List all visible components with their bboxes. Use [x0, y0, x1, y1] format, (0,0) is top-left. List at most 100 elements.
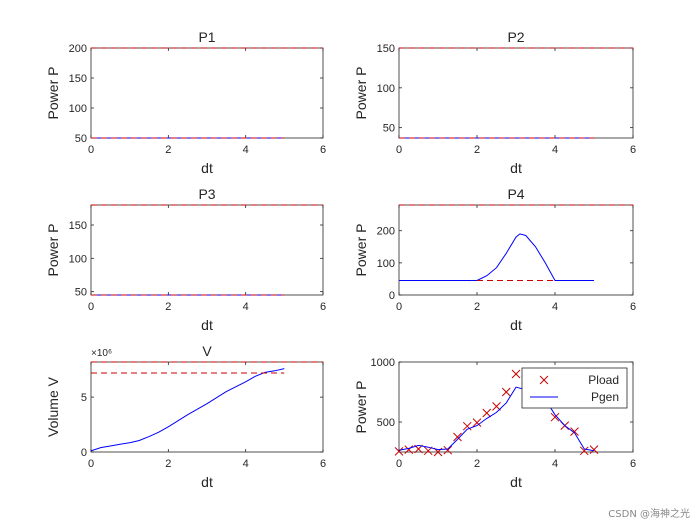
y-tick-label: 50	[75, 133, 87, 145]
x-tick-label: 4	[243, 301, 249, 313]
y-tick-label: 150	[69, 73, 87, 85]
marker-pload	[570, 427, 579, 436]
y-axis-label: Power P	[353, 381, 369, 434]
x-tick-label: 6	[630, 144, 636, 156]
x-tick-label: 0	[396, 301, 402, 313]
x-axis-label: dt	[201, 160, 213, 176]
marker-pload	[462, 421, 472, 431]
axes-box	[90, 361, 324, 453]
marker-stroke	[579, 446, 589, 456]
marker-pload	[404, 445, 414, 454]
marker-stroke	[443, 445, 453, 455]
marker-stroke	[492, 402, 501, 411]
marker-stroke	[482, 408, 492, 418]
x-axis-label: dt	[510, 474, 522, 490]
subplot-title: V	[202, 343, 212, 359]
y-axis-label: Power P	[45, 224, 61, 277]
legend-box	[521, 367, 628, 409]
marker-stroke	[453, 432, 462, 442]
x-tick-label: 2	[165, 144, 171, 156]
y-tick-label: 200	[377, 226, 395, 238]
marker-stroke	[472, 418, 482, 427]
y-tick-label: 100	[69, 253, 87, 265]
y-tick-label: 100	[377, 83, 395, 95]
x-tick-label: 4	[243, 144, 249, 156]
x-tick-label: 2	[474, 301, 480, 313]
marker-stroke	[550, 412, 560, 422]
x-tick-label: 6	[320, 458, 326, 470]
marker-stroke	[589, 445, 599, 454]
marker-pload	[579, 446, 589, 456]
x-tick-label: 0	[396, 458, 402, 470]
subplot-title: P2	[507, 29, 524, 45]
x-axis-label: dt	[510, 160, 522, 176]
y-tick-label: 0	[81, 447, 87, 459]
marker-stroke	[511, 369, 521, 379]
x-tick-label: 2	[474, 144, 480, 156]
watermark: CSDN @海神之光	[608, 509, 690, 520]
marker-pload	[501, 387, 511, 397]
subplot-title: P4	[507, 186, 524, 202]
y-axis-label: Power P	[353, 67, 369, 120]
subplot-title: P1	[198, 29, 215, 45]
axes-box	[90, 204, 324, 296]
subplot-5: 0 2 4 6 0 5 ×10⁶ Vdt Volume V	[45, 343, 326, 490]
y-tick-label: 100	[69, 103, 87, 115]
x-tick-label: 4	[552, 144, 558, 156]
series-v	[90, 368, 285, 452]
marker-pload	[550, 412, 560, 422]
marker-pload	[443, 445, 453, 455]
axes-box	[90, 47, 324, 139]
x-axis-label: dt	[201, 474, 213, 490]
legend: Pload Pgen	[521, 367, 628, 409]
x-tick-label: 6	[320, 301, 326, 313]
y-tick-label: 200	[69, 43, 87, 55]
x-tick-label: 0	[88, 458, 94, 470]
x-tick-label: 2	[165, 301, 171, 313]
x-tick-label: 0	[396, 144, 402, 156]
marker-stroke	[570, 427, 579, 436]
subplot-1: 0 2 4 6 50 100 150 200 P1 dt Power P	[45, 29, 326, 176]
marker-pload	[492, 402, 501, 411]
x-axis-label: dt	[201, 317, 213, 333]
marker-stroke	[394, 447, 404, 456]
x-tick-label: 6	[630, 458, 636, 470]
y-axis-label: Volume V	[45, 376, 61, 437]
x-tick-label: 0	[88, 301, 94, 313]
y-tick-label: 100	[377, 258, 395, 270]
x-tick-label: 2	[165, 458, 171, 470]
legend-label-pgen: Pgen	[591, 390, 619, 404]
y-tick-label: 150	[377, 43, 395, 55]
y-tick-label: 0	[389, 290, 395, 302]
marker-pload	[589, 445, 599, 454]
marker-pload	[482, 408, 492, 418]
marker-pload	[511, 369, 521, 379]
legend-swatch-pload	[539, 375, 549, 385]
marker-pload	[472, 418, 482, 427]
marker-stroke	[404, 445, 414, 454]
marker-stroke	[462, 421, 472, 431]
series-pgen	[399, 233, 594, 281]
y-axis-label: Power P	[45, 67, 61, 120]
x-tick-label: 4	[552, 301, 558, 313]
series-pgen	[398, 386, 595, 452]
axes-box	[398, 204, 634, 296]
marker-stroke	[501, 387, 511, 397]
y-tick-label: 5	[81, 392, 87, 404]
y-axis-label: Power P	[353, 224, 369, 277]
marker-pload	[453, 432, 462, 442]
y-exponent-label: ×10⁶	[91, 348, 112, 359]
x-tick-label: 2	[474, 458, 480, 470]
x-tick-label: 6	[630, 301, 636, 313]
legend-label-pload: Pload	[588, 373, 619, 387]
subplot-3: 0 2 4 6 50 100 150 P3 dt Power P	[45, 186, 326, 333]
marker-pload	[394, 447, 404, 456]
x-tick-label: 6	[320, 144, 326, 156]
x-tick-label: 4	[243, 458, 249, 470]
y-tick-label: 500	[377, 417, 395, 429]
axes-box	[398, 47, 634, 139]
x-tick-label: 0	[88, 144, 94, 156]
x-tick-label: 4	[552, 458, 558, 470]
y-tick-label: 1000	[371, 357, 395, 369]
